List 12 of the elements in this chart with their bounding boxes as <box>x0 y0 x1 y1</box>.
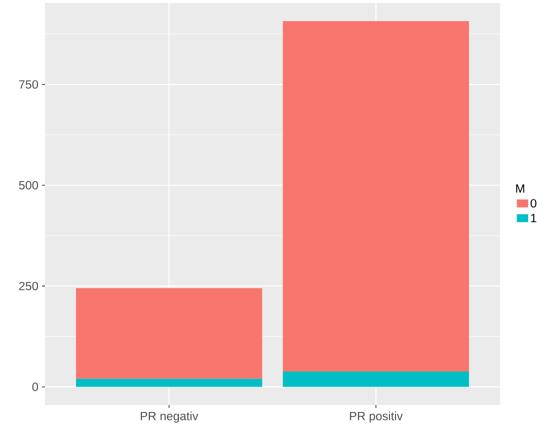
bar <box>282 372 469 387</box>
y-tick-label: 250 <box>19 282 38 290</box>
bar <box>76 288 262 379</box>
bar <box>76 378 262 387</box>
y-tick-label: 750 <box>19 80 38 89</box>
legend-label: 1 <box>531 214 536 222</box>
legend-label: 0 <box>530 199 536 208</box>
legend-title: M <box>516 184 524 193</box>
x-tick-label: PR negativ <box>140 412 198 423</box>
y-tick-label: 0 <box>32 382 38 392</box>
x-tick-label: PR positiv <box>350 412 403 423</box>
y-tick-label: 500 <box>19 181 38 190</box>
